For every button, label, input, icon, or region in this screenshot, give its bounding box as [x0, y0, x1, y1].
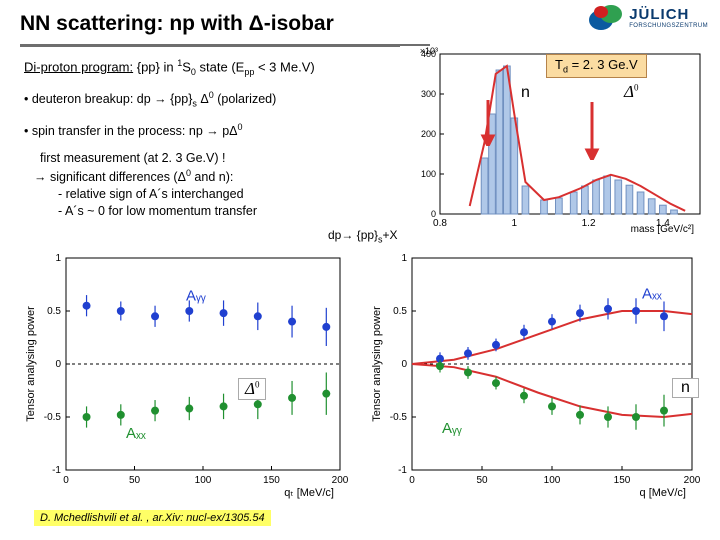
svg-text:qₜ [MeV/c]: qₜ [MeV/c]	[284, 487, 334, 499]
svg-text:0: 0	[431, 209, 436, 219]
svg-text:1.2: 1.2	[582, 218, 596, 229]
svg-text:1: 1	[401, 253, 407, 264]
svg-text:q [MeV/c]: q [MeV/c]	[640, 487, 686, 499]
svg-text:Tensor analysing power: Tensor analysing power	[25, 306, 37, 422]
bullet-spin-transfer: • spin transfer in the process: np → pΔ0	[24, 122, 243, 138]
bullet-breakup: • deuteron breakup: dp → {pp}s Δ0 (polar…	[24, 90, 276, 109]
svg-text:0: 0	[55, 359, 61, 370]
svg-text:Aₓₓ: Aₓₓ	[642, 285, 662, 302]
svg-text:100: 100	[544, 475, 561, 486]
svg-text:×10³: ×10³	[420, 46, 438, 56]
mid-reaction-label: dp→ {pp}s+X	[328, 228, 398, 244]
svg-text:0: 0	[409, 475, 415, 486]
right-chart: 0 50 100 150 200 -1 -0.5 0 0.5 1 q [MeV/c] Tensor a…	[366, 246, 702, 500]
svg-text:-0.5: -0.5	[390, 412, 408, 423]
svg-text:200: 200	[332, 475, 349, 486]
svg-text:150: 150	[263, 475, 280, 486]
svg-text:0.5: 0.5	[393, 306, 407, 317]
svg-text:1: 1	[55, 253, 61, 264]
svg-text:0: 0	[63, 475, 69, 486]
svg-text:50: 50	[129, 475, 141, 486]
svg-text:0: 0	[401, 359, 407, 370]
logo-icon	[587, 2, 623, 32]
svg-text:-1: -1	[52, 465, 61, 476]
svg-text:-1: -1	[398, 465, 407, 476]
julich-logo: JÜLICH FORSCHUNGSZENTRUM	[587, 2, 708, 32]
svg-text:Tensor analysing power: Tensor analysing power	[371, 306, 383, 422]
svg-text:100: 100	[195, 475, 212, 486]
paragraph: first measurement (at 2. 3 Ge.V) ! → sig…	[40, 150, 257, 220]
delta0-label: Δ0	[624, 82, 638, 102]
svg-text:mass [GeV/c²]: mass [GeV/c²]	[631, 224, 695, 234]
svg-text:100: 100	[421, 169, 436, 179]
svg-text:200: 200	[684, 475, 701, 486]
logo-text: JÜLICH	[629, 6, 708, 23]
svg-text:Aᵧᵧ: Aᵧᵧ	[442, 420, 462, 437]
line1-label: Di-proton program:	[24, 59, 133, 74]
svg-text:200: 200	[421, 129, 436, 139]
arrow-delta-icon	[582, 100, 602, 160]
svg-text:-0.5: -0.5	[44, 412, 62, 423]
svg-text:Aᵧᵧ: Aᵧᵧ	[186, 287, 206, 304]
svg-text:Aₓₓ: Aₓₓ	[126, 425, 146, 442]
citation: D. Mchedlishvili et al. , ar.Xiv: nucl-e…	[34, 510, 271, 526]
left-chart: 0 50 100 150 200 -1 -0.5 0 0.5 1 qₜ [MeV/c] Tensor …	[20, 246, 350, 500]
line1: Di-proton program: {pp} in 1S0 state (Ep…	[24, 58, 315, 77]
n-box-right: n	[672, 378, 699, 398]
logo-sub: FORSCHUNGSZENTRUM	[629, 23, 708, 29]
arrow-n-icon	[478, 98, 498, 146]
svg-text:0.5: 0.5	[47, 306, 61, 317]
svg-text:300: 300	[421, 89, 436, 99]
svg-text:50: 50	[476, 475, 488, 486]
svg-text:1: 1	[512, 218, 518, 229]
svg-text:150: 150	[614, 475, 631, 486]
n-label: n	[521, 84, 530, 102]
svg-text:0.8: 0.8	[433, 218, 447, 229]
d0-box-left: Δ0	[238, 378, 266, 400]
td-box: Td = 2. 3 Ge.V	[546, 54, 647, 78]
title-underline	[20, 44, 430, 47]
